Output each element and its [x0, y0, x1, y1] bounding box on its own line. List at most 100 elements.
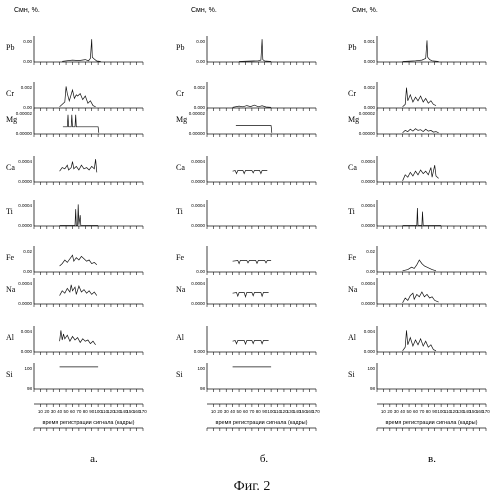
y-tick-label: 0.0004	[361, 281, 375, 286]
y-tick-label: 0.000	[364, 59, 376, 64]
y-tick-label: 0.0004	[18, 281, 32, 286]
series-line-pb	[403, 40, 439, 61]
y-tick-label: 98	[200, 386, 206, 391]
y-tick-label: 0.0004	[361, 159, 375, 164]
x-tick-label: 170	[482, 409, 490, 414]
series-line-cr	[403, 88, 436, 107]
y-tick-label: 0.0000	[191, 301, 205, 306]
element-label: Mg	[6, 115, 17, 124]
row-na: Na0.00040.0000	[348, 278, 486, 307]
x-tick-label: 60	[243, 409, 249, 414]
row-pb: Pb0.000.00	[176, 36, 316, 65]
y-tick-label: 0.00002	[16, 111, 33, 116]
y-tick-label: 0.000	[21, 349, 33, 354]
row-si: Si10098	[176, 363, 316, 392]
element-label: Fe	[348, 253, 356, 262]
y-tick-label: 0.002	[21, 85, 33, 90]
y-tick-label: 0.02	[366, 249, 375, 254]
y-tick-label: 0.0000	[361, 301, 375, 306]
x-tick-label: 60	[70, 409, 76, 414]
y-tick-label: 0.000	[364, 105, 376, 110]
row-mg: Mg0.000020.00000	[348, 108, 486, 137]
series-line-na	[233, 293, 269, 297]
y-tick-label: 0.00	[196, 39, 205, 44]
y-tick-label: 0.000	[194, 349, 206, 354]
y-tick-label: 100	[24, 366, 32, 371]
y-tick-label: 0.0000	[191, 223, 205, 228]
y-tick-label: 0.004	[21, 329, 33, 334]
x-tick-label: 50	[64, 409, 70, 414]
element-label: Ca	[176, 163, 185, 172]
element-label: Cr	[348, 89, 356, 98]
chart-panel-2: Смн, %.Pb0.000.00Cr0.0020.000Mg0.000020.…	[176, 7, 320, 465]
row-fe: Fe0.020.00	[6, 246, 143, 275]
element-label: Ti	[348, 207, 356, 216]
row-al: Al 0.000	[176, 326, 316, 355]
row-cr: Cr0.0020.000	[176, 82, 316, 111]
element-label: Al	[176, 333, 185, 342]
y-tick-label: 0.0000	[18, 301, 32, 306]
panel-label: а.	[90, 453, 98, 465]
element-label: Pb	[6, 43, 14, 52]
series-line-ca	[403, 165, 439, 181]
y-tick-label: 0.00002	[189, 111, 206, 116]
x-tick-label: 80	[426, 409, 432, 414]
row-si: Si10098	[348, 363, 486, 392]
y-tick-label: 0.004	[364, 329, 376, 334]
y-tick-label: 0.0000	[361, 223, 375, 228]
element-label: Cr	[176, 89, 184, 98]
y-tick-label: 0.00	[23, 269, 32, 274]
y-tick-label: 0.0004	[18, 203, 32, 208]
x-tick-label: 40	[400, 409, 406, 414]
x-tick-label: 20	[387, 409, 393, 414]
series-line-fe	[233, 261, 272, 264]
x-tick-label: 60	[413, 409, 419, 414]
panel-label: в.	[428, 453, 436, 465]
element-label: Fe	[176, 253, 184, 262]
y-tick-label: 98	[27, 386, 33, 391]
y-tick-label: 0.00	[23, 39, 32, 44]
element-label: Si	[348, 370, 355, 379]
series-line-cr	[233, 105, 272, 107]
series-line-cr	[60, 86, 96, 106]
x-tick-label: 20	[44, 409, 50, 414]
x-axis-label: время регистрации сигнала (кадры)	[386, 420, 478, 426]
element-label: Si	[6, 370, 13, 379]
series-line-al	[403, 330, 436, 350]
row-fe: Fe 0.00	[176, 246, 316, 275]
chart-panel-1: Смн, %.Pb0.000.00Cr0.0020.00Mg0.000020.0…	[6, 7, 147, 465]
y-tick-label: 0.000	[364, 349, 376, 354]
row-na: Na0.00040.0000	[6, 278, 143, 307]
element-label: Cr	[6, 89, 14, 98]
y-tick-label: 0.000	[194, 105, 206, 110]
row-al: Al0.0040.000	[348, 326, 486, 355]
series-line-al	[60, 330, 96, 344]
y-tick-label: 100	[367, 366, 375, 371]
x-tick-label: 20	[217, 409, 223, 414]
y-tick-label: 0.00	[366, 269, 375, 274]
x-tick-label: 50	[237, 409, 243, 414]
series-line-al	[233, 341, 269, 345]
row-ca: Ca0.00040.0000	[176, 156, 316, 185]
x-tick-label: 80	[256, 409, 262, 414]
row-ca: Ca0.00040.0000	[6, 156, 143, 185]
y-tick-label: 0.0000	[18, 223, 32, 228]
x-tick-label: 50	[407, 409, 413, 414]
series-line-ti	[60, 204, 99, 225]
x-tick-label: 40	[57, 409, 63, 414]
x-tick-label: 10	[38, 409, 44, 414]
x-tick-label: 70	[76, 409, 82, 414]
series-line-na	[403, 292, 439, 303]
y-tick-label: 100	[197, 366, 205, 371]
y-tick-label: 0.00000	[16, 131, 33, 136]
y-tick-label: 0.00	[196, 269, 205, 274]
x-tick-label: 80	[83, 409, 89, 414]
y-tick-label: 0.00	[196, 59, 205, 64]
series-line-mg	[236, 126, 272, 133]
y-tick-label: 0.0000	[18, 179, 32, 184]
y-tick-label: 0.00000	[189, 131, 206, 136]
chart-panel-3: Смн, %.Pb0.0010.000Cr0.0020.000Mg0.00002…	[348, 7, 490, 465]
y-axis-label: Смн, %.	[352, 7, 378, 14]
y-tick-label: 0.001	[364, 39, 376, 44]
